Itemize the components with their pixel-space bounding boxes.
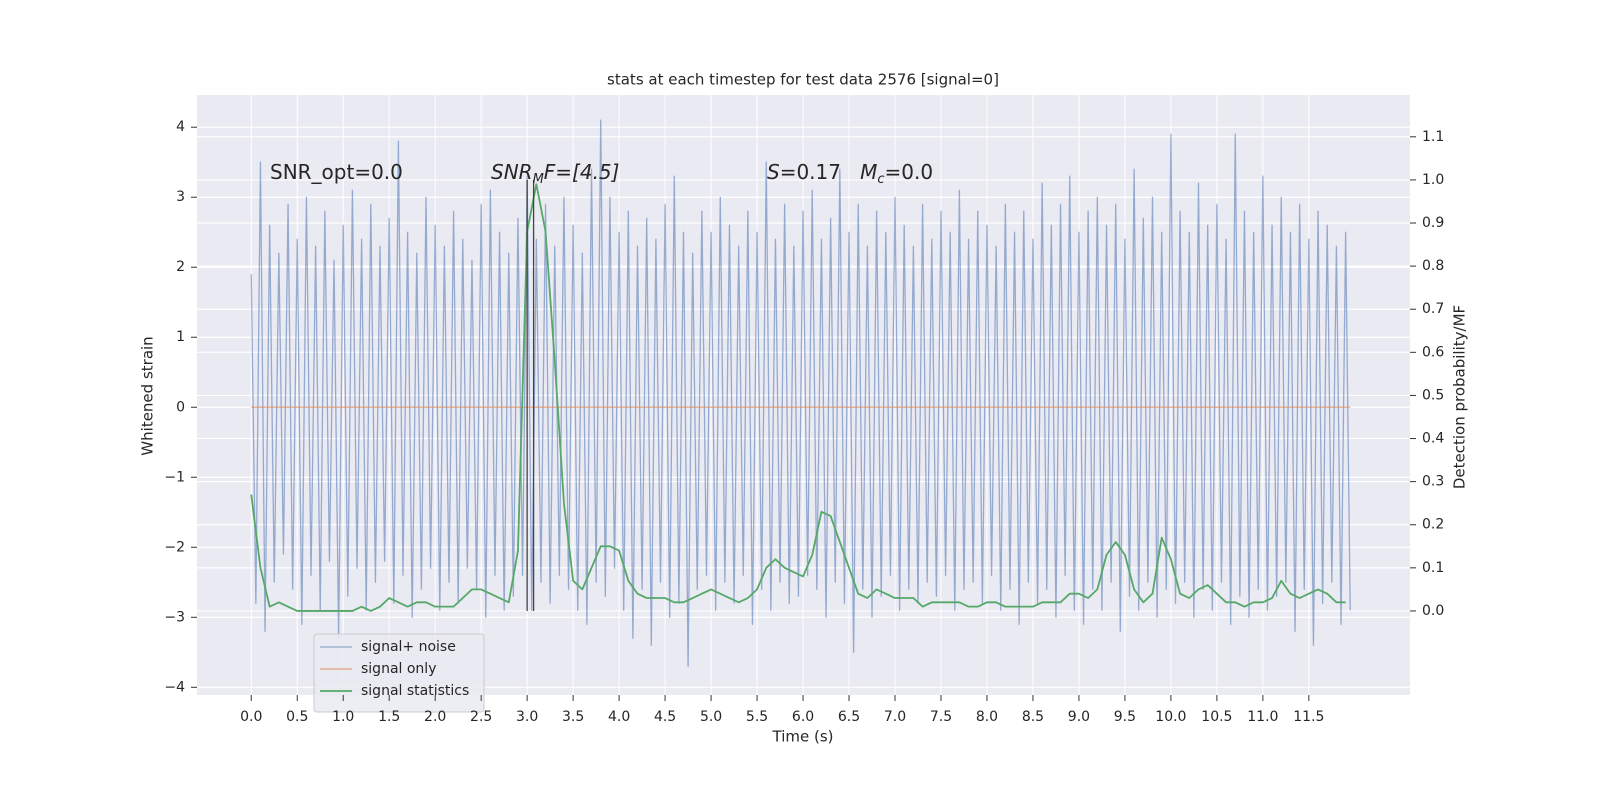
x-tick-label: 0.0: [240, 709, 262, 725]
annotation-text: M: [533, 172, 544, 187]
x-tick-label: 9.0: [1068, 709, 1090, 725]
y2-tick-label: 0.7: [1422, 301, 1444, 317]
annotation-text: F=[4.5]: [544, 160, 620, 184]
y2-axis-label: Detection probability/MF: [1451, 305, 1469, 489]
y-tick-label: −3: [164, 609, 185, 625]
x-tick-label: 3.5: [562, 709, 584, 725]
x-tick-label: 10.0: [1155, 709, 1186, 725]
x-tick-label: 10.5: [1201, 709, 1232, 725]
chart-title: stats at each timestep for test data 257…: [607, 71, 999, 89]
x-tick-label: 7.0: [884, 709, 906, 725]
annotation-text: =0.0: [885, 160, 934, 184]
y2-tick-label: 0.3: [1422, 474, 1444, 490]
y2-tick-label: 1.0: [1422, 172, 1444, 188]
y-tick-label: 3: [176, 189, 185, 205]
y2-tick-label: 0.0: [1422, 603, 1444, 619]
y2-tick-label: 0.4: [1422, 431, 1444, 447]
y2-tick-label: 1.1: [1422, 129, 1444, 145]
y-tick-label: 4: [176, 119, 185, 135]
legend-box: [313, 633, 485, 713]
annotation: SNR_opt=0.0: [270, 160, 403, 184]
annotation: SNRMF=[4.5]: [491, 160, 619, 187]
x-tick-label: 2.0: [424, 709, 446, 725]
series-line: [250, 119, 1351, 667]
annotation-text: c: [877, 172, 884, 187]
annotation-text: SNR: [491, 160, 533, 184]
annotation-text: S: [767, 160, 780, 184]
x-tick-label: 5.5: [746, 709, 768, 725]
x-tick-label: 11.5: [1293, 709, 1324, 725]
x-tick-label: 2.5: [470, 709, 492, 725]
y-tick-label: 2: [176, 259, 185, 275]
y2-tick-label: 0.6: [1422, 344, 1444, 360]
annotation-text: =0.17: [780, 160, 860, 184]
x-tick-label: 11.0: [1247, 709, 1278, 725]
x-tick-label: 7.5: [930, 709, 952, 725]
legend-label: signal+ noise: [361, 639, 456, 655]
x-axis-label: Time (s): [772, 728, 834, 746]
y-axis-label: Whitened strain: [139, 336, 157, 455]
y2-tick-label: 0.8: [1422, 258, 1444, 274]
series-line: [250, 183, 1346, 612]
legend-label: signal statistics: [361, 683, 469, 699]
y2-tick-label: 0.1: [1422, 560, 1444, 576]
x-tick-label: 6.0: [792, 709, 814, 725]
y-tick-label: 1: [176, 329, 185, 345]
x-tick-label: 1.5: [378, 709, 400, 725]
y-tick-label: 0: [176, 399, 185, 415]
x-tick-label: 4.0: [608, 709, 630, 725]
y-tick-label: −1: [164, 469, 185, 485]
legend-label: signal only: [361, 661, 436, 677]
x-tick-label: 9.5: [1114, 709, 1136, 725]
annotation-text: SNR_opt=0.0: [270, 160, 403, 184]
annotation-text: M: [860, 160, 877, 184]
x-tick-label: 1.0: [332, 709, 354, 725]
x-tick-label: 5.0: [700, 709, 722, 725]
x-tick-label: 6.5: [838, 709, 860, 725]
y2-tick-label: 0.2: [1422, 517, 1444, 533]
x-tick-label: 8.0: [976, 709, 998, 725]
y-tick-label: −2: [164, 539, 185, 555]
annotation: S=0.17 Mc=0.0: [767, 160, 933, 187]
x-tick-label: 4.5: [654, 709, 676, 725]
x-tick-label: 3.0: [516, 709, 538, 725]
y2-tick-label: 0.5: [1422, 387, 1444, 403]
y2-tick-label: 0.9: [1422, 215, 1444, 231]
y-tick-label: −4: [164, 679, 185, 695]
x-tick-label: 8.5: [1022, 709, 1044, 725]
x-tick-label: 0.5: [286, 709, 308, 725]
